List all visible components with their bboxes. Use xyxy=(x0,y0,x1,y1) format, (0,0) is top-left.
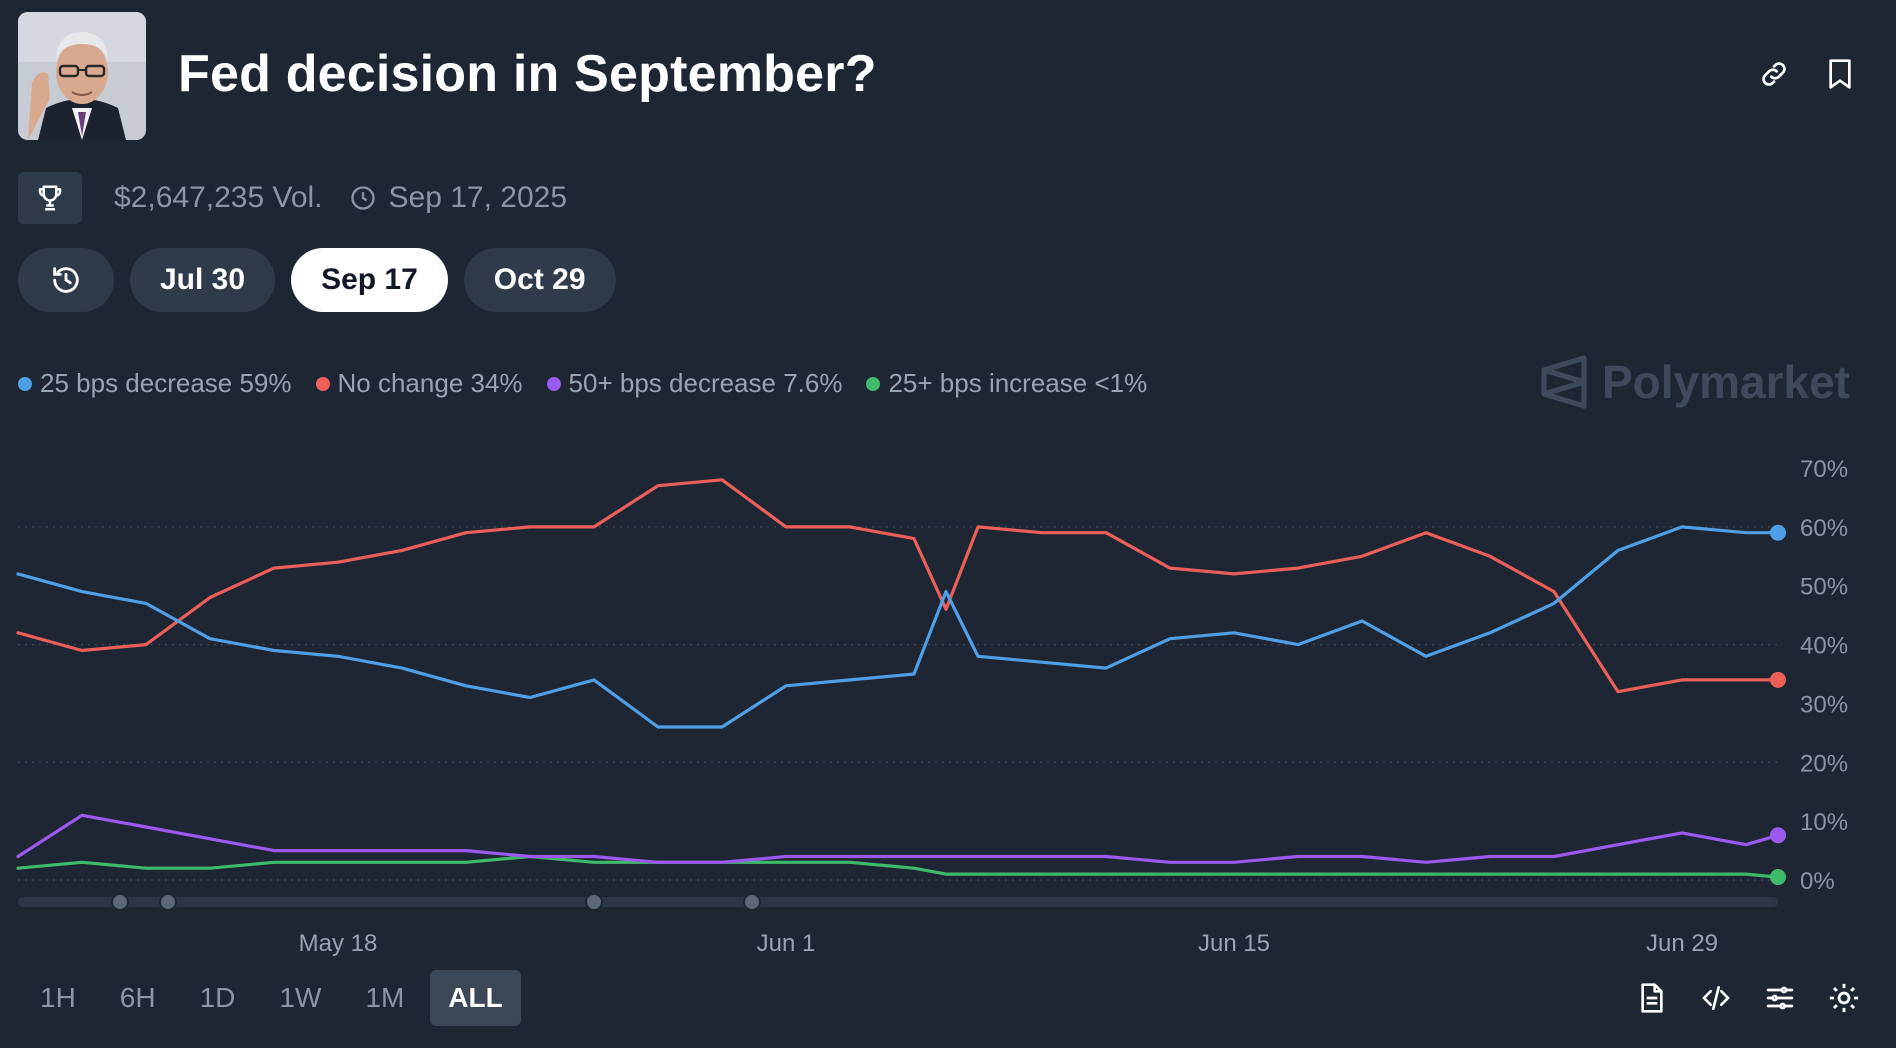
tab-jul-30[interactable]: Jul 30 xyxy=(130,248,276,312)
polymarket-watermark: Polymarket xyxy=(1540,354,1850,410)
timeline-marker xyxy=(159,893,177,911)
legend-item: 25+ bps increase <1% xyxy=(866,368,1147,399)
series-end-point xyxy=(1770,671,1786,688)
link-icon xyxy=(1762,62,1786,86)
series-line xyxy=(16,525,1780,729)
series-line xyxy=(16,854,1780,879)
price-chart[interactable]: 70% 60% 50% 40% 30% 20% 10% 0% May 18 Jun 1 Jun 15… xyxy=(0,440,1896,960)
bookmark-icon xyxy=(1829,59,1851,89)
timeframe-all[interactable]: ALL xyxy=(430,970,521,1026)
y-tick-label: 10% xyxy=(1800,809,1848,836)
timeframe-1d[interactable]: 1D xyxy=(199,982,236,1013)
timeline-marker xyxy=(743,893,761,911)
history-button[interactable] xyxy=(18,248,114,312)
brand-name: Polymarket xyxy=(1601,356,1850,408)
series-end-point xyxy=(1770,869,1786,886)
polymarket-logo-icon xyxy=(1541,355,1587,409)
code-icon xyxy=(1702,986,1730,1010)
legend-item: 50+ bps decrease 7.6% xyxy=(546,368,843,399)
legend-dot xyxy=(315,376,330,391)
history-icon xyxy=(53,267,79,293)
filters-button[interactable] xyxy=(1762,980,1798,1016)
y-tick-label: 60% xyxy=(1800,515,1848,542)
timeline-marker xyxy=(111,893,129,911)
embed-button[interactable] xyxy=(1698,980,1734,1016)
series-end-point xyxy=(1770,524,1786,541)
date-tabs: Jul 30 Sep 17 Oct 29 xyxy=(18,248,616,312)
timeframe-1h[interactable]: 1H xyxy=(40,982,76,1013)
copy-link-button[interactable] xyxy=(1756,56,1792,92)
legend-label: 25 bps decrease 59% xyxy=(40,368,292,398)
trophy-badge[interactable] xyxy=(18,172,82,224)
x-tick-label: Jun 15 xyxy=(1198,930,1270,957)
timeline-marker xyxy=(585,893,603,911)
timeframe-6h[interactable]: 6H xyxy=(119,982,156,1013)
legend-item: No change 34% xyxy=(315,368,523,399)
timeframe-1m[interactable]: 1M xyxy=(365,982,405,1013)
y-tick-label: 0% xyxy=(1800,868,1835,895)
legend-dot xyxy=(866,376,881,391)
rules-button[interactable] xyxy=(1634,980,1670,1016)
gear-icon xyxy=(1829,983,1859,1013)
legend-label: 25+ bps increase <1% xyxy=(888,368,1148,398)
chart-legend: 25 bps decrease 59% No change 34% 50+ bp… xyxy=(18,368,1171,399)
series-line xyxy=(16,478,1780,694)
y-tick-label: 30% xyxy=(1800,691,1848,718)
tab-sep-17[interactable]: Sep 17 xyxy=(291,248,448,312)
market-avatar xyxy=(18,12,146,140)
clock-icon xyxy=(350,186,375,210)
sliders-icon xyxy=(1766,986,1794,1010)
end-date-label: Sep 17, 2025 xyxy=(388,181,568,214)
x-tick-label: Jun 1 xyxy=(757,930,816,957)
timeframe-selector: 1H 6H 1D 1W 1M ALL xyxy=(22,970,521,1026)
market-header xyxy=(18,12,146,140)
trophy-icon xyxy=(38,185,62,211)
header-actions xyxy=(1756,56,1858,92)
x-tick-label: Jun 29 xyxy=(1646,930,1718,957)
timeline-track xyxy=(18,897,1778,907)
series-line xyxy=(16,813,1780,864)
legend-item: 25 bps decrease 59% xyxy=(18,368,292,399)
legend-label: No change 34% xyxy=(337,368,523,398)
legend-label: 50+ bps decrease 7.6% xyxy=(568,368,843,398)
legend-dot xyxy=(546,376,561,391)
volume-label: $2,647,235 Vol. xyxy=(114,181,323,214)
y-tick-label: 70% xyxy=(1800,456,1848,483)
y-tick-label: 20% xyxy=(1800,750,1848,777)
x-tick-label: May 18 xyxy=(299,930,378,957)
page-title: Fed decision in September? xyxy=(178,45,877,103)
chart-tools xyxy=(1634,980,1862,1016)
legend-dot xyxy=(18,376,32,391)
timeframe-1w[interactable]: 1W xyxy=(279,982,322,1013)
settings-button[interactable] xyxy=(1826,980,1862,1016)
bookmark-button[interactable] xyxy=(1822,56,1858,92)
tab-oct-29[interactable]: Oct 29 xyxy=(463,248,616,312)
document-icon xyxy=(1641,983,1663,1013)
y-tick-label: 50% xyxy=(1800,574,1848,601)
market-meta: $2,647,235 Vol. Sep 17, 2025 xyxy=(18,172,567,224)
series-end-point xyxy=(1770,827,1786,844)
y-tick-label: 40% xyxy=(1800,633,1848,660)
portrait-photo-icon xyxy=(18,12,146,140)
